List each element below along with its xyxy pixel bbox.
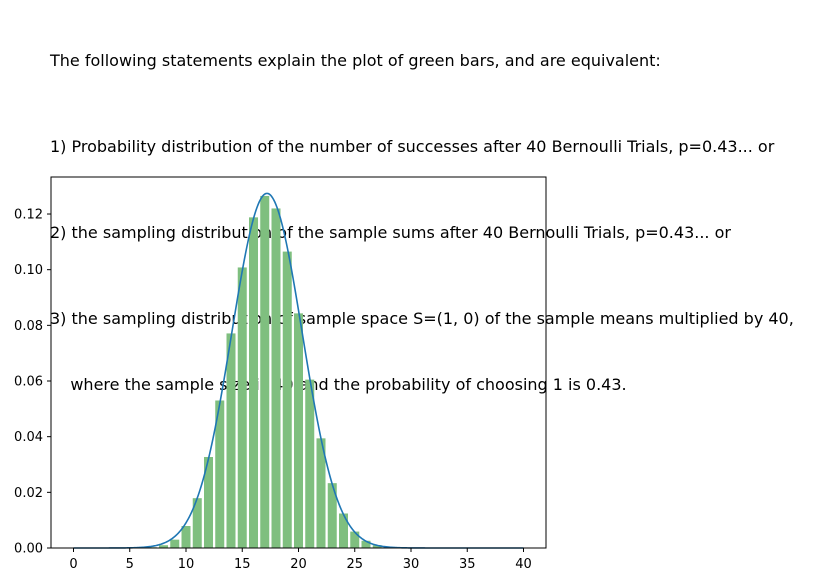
y-tick-label-0.02: 0.02 — [14, 486, 43, 501]
bar-14 — [226, 333, 236, 548]
y-tick-label-0.12: 0.12 — [14, 208, 43, 223]
bar-20 — [294, 313, 303, 548]
bar-21 — [305, 379, 315, 548]
bar-11 — [192, 498, 202, 548]
y-tick-label-0.04: 0.04 — [14, 430, 43, 445]
bar-25 — [350, 531, 360, 548]
title-line-1: The following statements explain the plo… — [50, 51, 661, 70]
bar-12 — [204, 456, 213, 548]
x-tick-label-30: 30 — [403, 557, 420, 572]
x-tick-label-5: 5 — [126, 557, 134, 572]
bar-8 — [159, 545, 168, 548]
bar-23 — [327, 483, 337, 548]
x-tick-label-15: 15 — [234, 557, 251, 572]
x-tick-label-0: 0 — [69, 557, 77, 572]
x-axis: 0 5 10 15 20 25 30 35 40 — [69, 548, 532, 572]
x-tick-label-40: 40 — [515, 557, 532, 572]
bar-22 — [316, 438, 326, 548]
y-tick-label-0.10: 0.10 — [14, 263, 43, 278]
y-tick-label-0.06: 0.06 — [14, 375, 43, 390]
title-line-3: 2) the sampling distribution of the samp… — [50, 223, 731, 242]
title-line-2: 1) Probability distribution of the numbe… — [50, 137, 775, 156]
y-axis: 0.00 0.02 0.04 0.06 0.08 0.10 0.12 — [14, 208, 51, 557]
y-tick-label-0.08: 0.08 — [14, 319, 43, 334]
bar-9 — [170, 539, 180, 548]
figure-title: The following statements explain the plo… — [50, 6, 794, 418]
bar-18 — [271, 208, 281, 548]
bar-10 — [181, 526, 191, 548]
bar-26 — [361, 540, 371, 548]
x-tick-label-10: 10 — [178, 557, 195, 572]
x-tick-label-25: 25 — [346, 557, 363, 572]
bar-27 — [372, 545, 382, 548]
bar-17 — [260, 195, 270, 549]
bar-15 — [237, 267, 247, 548]
bar-24 — [339, 513, 348, 548]
bar-19 — [282, 251, 292, 548]
bar-13 — [215, 400, 225, 548]
x-tick-label-35: 35 — [459, 557, 476, 572]
bar-16 — [249, 217, 258, 549]
y-tick-label-0.00: 0.00 — [14, 542, 43, 557]
x-tick-label-20: 20 — [290, 557, 307, 572]
bar-series — [125, 195, 416, 549]
